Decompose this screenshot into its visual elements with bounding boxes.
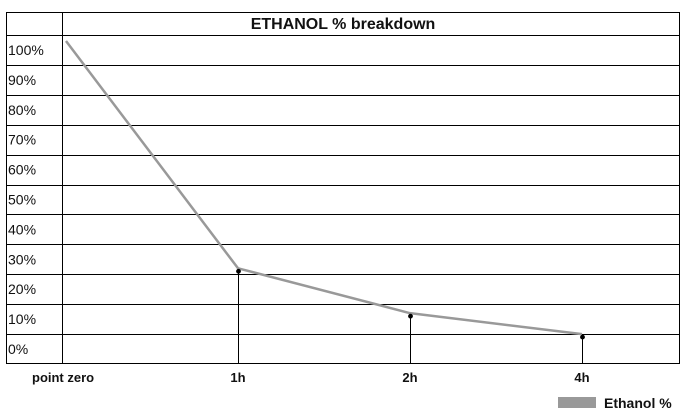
- y-tick-label: 80%: [8, 102, 36, 118]
- data-point: [236, 268, 241, 274]
- series-group: [65, 40, 583, 336]
- x-tick-labels: point zero 1h 2h 4h: [32, 370, 590, 385]
- y-tick-label: 30%: [8, 251, 36, 267]
- legend-label: Ethanol %: [604, 395, 672, 411]
- x-tick-label: 4h: [574, 370, 589, 385]
- chart-title: ETHANOL % breakdown: [251, 16, 436, 33]
- chart-title-row: ETHANOL % breakdown: [251, 16, 436, 33]
- x-tick-label: 2h: [402, 370, 417, 385]
- y-tick-label: 10%: [8, 311, 36, 327]
- data-point: [408, 313, 413, 319]
- legend-swatch: [558, 397, 596, 408]
- chart-gridlines: [6, 65, 680, 335]
- y-tick-label: 60%: [8, 162, 36, 178]
- chart-frame: [6, 12, 680, 364]
- y-tick-label: 90%: [8, 72, 36, 88]
- y-tick-label: 20%: [8, 281, 36, 297]
- y-tick-labels: 100% 90% 80% 70% 60% 50% 40% 30% 20% 10% 0%: [8, 42, 44, 357]
- x-tick-label: point zero: [32, 370, 94, 385]
- y-tick-label: 70%: [8, 132, 36, 148]
- data-point: [580, 334, 585, 340]
- legend: Ethanol %: [558, 395, 672, 411]
- x-tick-label: 1h: [230, 370, 245, 385]
- y-tick-label: 50%: [8, 192, 36, 208]
- y-tick-label: 100%: [8, 42, 44, 58]
- y-tick-label: 0%: [8, 341, 28, 357]
- y-tick-label: 40%: [8, 221, 36, 237]
- series-line-ethanol: [65, 40, 583, 336]
- marker-group: [236, 268, 585, 364]
